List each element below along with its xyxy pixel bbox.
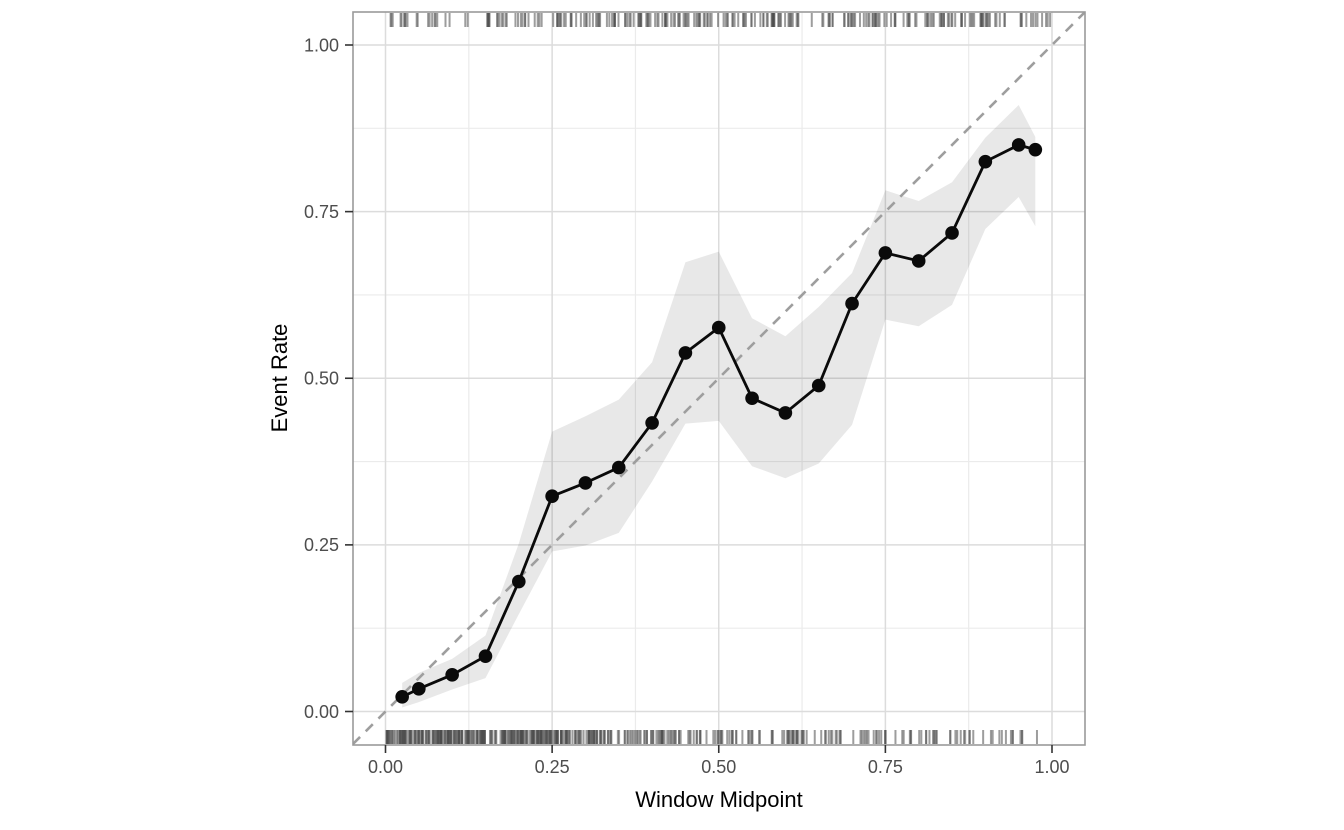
data-point [1011,138,1026,152]
data-point [745,391,759,406]
data-point [911,254,926,268]
data-point [1028,142,1043,157]
data-point [611,460,626,475]
y-tick-label: 0.25 [304,535,339,555]
data-point [878,246,893,260]
x-tick-label: 0.25 [535,757,570,777]
data-point [478,649,493,663]
data-point [412,682,426,696]
data-point [578,476,593,490]
data-point [645,416,659,430]
data-point [845,296,859,311]
y-tick-label: 0.00 [304,702,339,722]
data-point [395,690,409,704]
y-tick-label: 0.50 [304,369,339,389]
confidence-ribbon [402,104,1036,708]
data-point [545,489,559,504]
y-axis-title: Event Rate [267,323,292,433]
data-point [711,320,726,335]
y-tick-label: 0.75 [304,202,339,222]
data-point [512,574,526,589]
data-point [978,154,993,169]
x-tick-label: 0.75 [868,757,903,777]
y-tick-label: 1.00 [304,35,339,55]
data-point [678,346,693,360]
x-tick-label: 0.50 [701,757,736,777]
data-point [445,668,459,682]
x-axis-title: Window Midpoint [635,787,803,812]
data-point [811,378,826,393]
x-tick-label: 0.00 [368,757,403,777]
x-tick-label: 1.00 [1034,757,1069,777]
data-point [945,226,959,240]
data-point [778,406,793,420]
